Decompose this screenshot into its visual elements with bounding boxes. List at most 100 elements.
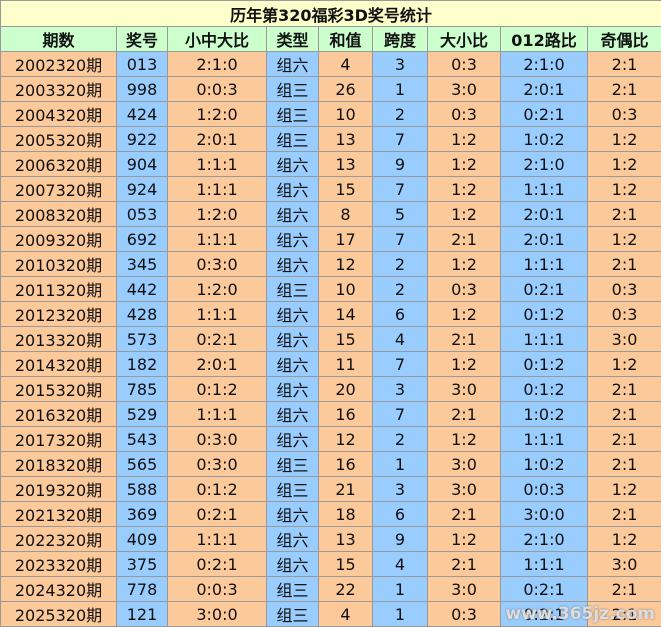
cell: 3:0:0 bbox=[501, 502, 588, 527]
header-cell: 期数 bbox=[1, 27, 117, 52]
watermark: www.365jz.com bbox=[505, 604, 655, 624]
cell: 2:1 bbox=[588, 452, 661, 477]
cell: 2:1 bbox=[588, 77, 661, 102]
cell: 0:2:1 bbox=[168, 502, 267, 527]
cell: 0:2:1 bbox=[168, 552, 267, 577]
cell: 0:2:1 bbox=[501, 577, 588, 602]
cell: 组三 bbox=[267, 452, 319, 477]
cell: 2019320期 bbox=[1, 477, 117, 502]
cell: 组六 bbox=[267, 552, 319, 577]
cell: 2024320期 bbox=[1, 577, 117, 602]
cell: 组三 bbox=[267, 102, 319, 127]
cell: 2012320期 bbox=[1, 302, 117, 327]
cell: 21 bbox=[319, 477, 373, 502]
header-cell: 奖号 bbox=[117, 27, 168, 52]
cell: 4 bbox=[373, 327, 428, 352]
cell: 2:1 bbox=[428, 502, 501, 527]
cell: 2007320期 bbox=[1, 177, 117, 202]
cell: 1:2:0 bbox=[168, 102, 267, 127]
cell: 2 bbox=[373, 252, 428, 277]
cell: 17 bbox=[319, 227, 373, 252]
cell: 1:0:2 bbox=[501, 402, 588, 427]
cell: 1:0:2 bbox=[501, 452, 588, 477]
cell: 组六 bbox=[267, 352, 319, 377]
cell: 2018320期 bbox=[1, 452, 117, 477]
cell: 428 bbox=[117, 302, 168, 327]
cell: 2002320期 bbox=[1, 52, 117, 77]
cell: 3:0 bbox=[428, 377, 501, 402]
cell: 904 bbox=[117, 152, 168, 177]
cell: 2 bbox=[373, 277, 428, 302]
cell: 1:2 bbox=[588, 477, 661, 502]
cell: 0:1:2 bbox=[168, 477, 267, 502]
cell: 4 bbox=[319, 52, 373, 77]
cell: 2003320期 bbox=[1, 77, 117, 102]
cell: 692 bbox=[117, 227, 168, 252]
cell: 9 bbox=[373, 152, 428, 177]
cell: 0:3:0 bbox=[168, 452, 267, 477]
cell: 2015320期 bbox=[1, 377, 117, 402]
cell: 2:1 bbox=[428, 227, 501, 252]
cell: 0:2:1 bbox=[501, 102, 588, 127]
cell: 0:1:2 bbox=[168, 377, 267, 402]
cell: 3:0 bbox=[428, 477, 501, 502]
cell: 998 bbox=[117, 77, 168, 102]
cell: 0:3:0 bbox=[168, 252, 267, 277]
cell: 1:2 bbox=[428, 352, 501, 377]
cell: 1:1:1 bbox=[501, 327, 588, 352]
cell: 2 bbox=[373, 102, 428, 127]
cell: 7 bbox=[373, 127, 428, 152]
cell: 组六 bbox=[267, 227, 319, 252]
cell: 组三 bbox=[267, 127, 319, 152]
cell: 4 bbox=[373, 552, 428, 577]
cell: 组六 bbox=[267, 502, 319, 527]
cell: 0:1:2 bbox=[501, 352, 588, 377]
cell: 3 bbox=[373, 477, 428, 502]
cell: 3:0 bbox=[588, 552, 661, 577]
cell: 369 bbox=[117, 502, 168, 527]
cell: 16 bbox=[319, 402, 373, 427]
cell: 2:1 bbox=[428, 552, 501, 577]
cell: 182 bbox=[117, 352, 168, 377]
cell: 7 bbox=[373, 402, 428, 427]
cell: 0:0:3 bbox=[168, 77, 267, 102]
header-cell: 大小比 bbox=[428, 27, 501, 52]
cell: 2 bbox=[373, 427, 428, 452]
cell: 2004320期 bbox=[1, 102, 117, 127]
cell: 组三 bbox=[267, 577, 319, 602]
cell: 0:3 bbox=[428, 52, 501, 77]
cell: 529 bbox=[117, 402, 168, 427]
cell: 0:3:0 bbox=[168, 427, 267, 452]
cell: 1:2 bbox=[588, 152, 661, 177]
cell: 1:1:1 bbox=[168, 302, 267, 327]
cell: 2009320期 bbox=[1, 227, 117, 252]
cell: 6 bbox=[373, 302, 428, 327]
cell: 3 bbox=[373, 52, 428, 77]
cell: 22 bbox=[319, 577, 373, 602]
cell: 2:1 bbox=[588, 402, 661, 427]
cell: 组六 bbox=[267, 152, 319, 177]
cell: 1 bbox=[373, 577, 428, 602]
cell: 13 bbox=[319, 152, 373, 177]
cell: 3:0 bbox=[588, 327, 661, 352]
cell: 组三 bbox=[267, 77, 319, 102]
cell: 1:2 bbox=[428, 427, 501, 452]
cell: 2021320期 bbox=[1, 502, 117, 527]
cell: 778 bbox=[117, 577, 168, 602]
cell: 2006320期 bbox=[1, 152, 117, 177]
cell: 1:2 bbox=[588, 177, 661, 202]
cell: 3:0 bbox=[428, 77, 501, 102]
cell: 345 bbox=[117, 252, 168, 277]
cell: 2016320期 bbox=[1, 402, 117, 427]
cell: 12 bbox=[319, 427, 373, 452]
